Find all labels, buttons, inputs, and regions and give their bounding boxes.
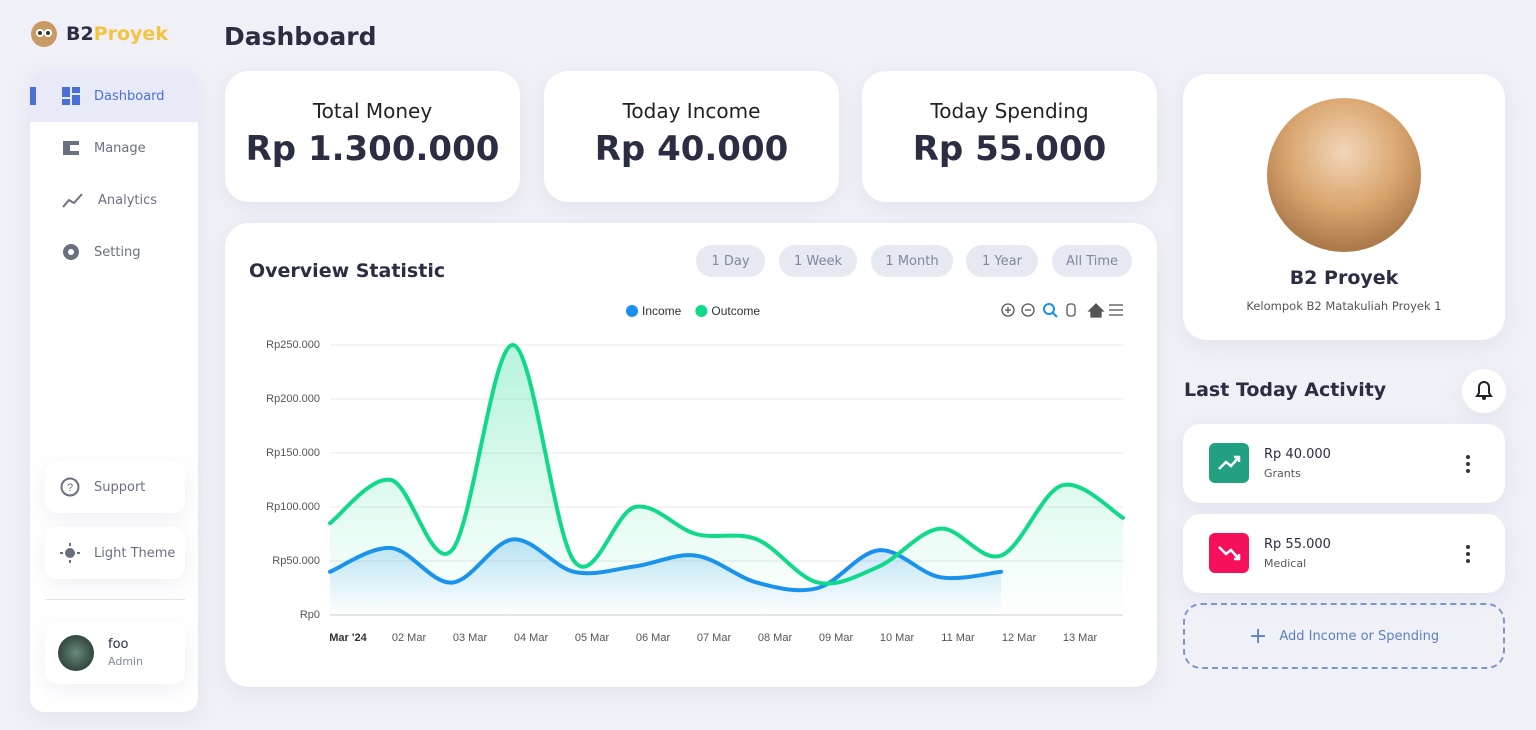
toolbar[interactable] xyxy=(1001,303,1123,318)
x-tick-label: 09 Mar xyxy=(819,632,854,644)
nav-label: Setting xyxy=(94,244,141,260)
range-button[interactable]: All Time xyxy=(1052,245,1132,277)
range-button[interactable]: 1 Day xyxy=(696,245,765,277)
x-tick-label: 06 Mar xyxy=(636,632,671,644)
stat-card: Total Money Rp 1.300.000 xyxy=(225,71,520,202)
x-tick-label: 07 Mar xyxy=(697,632,732,644)
activity-amount: Rp 40.000 xyxy=(1264,447,1331,462)
user-name: foo xyxy=(108,637,129,652)
sidebar xyxy=(30,70,198,712)
add-button[interactable]: + Add Income or Spending xyxy=(1183,603,1505,669)
nav-item[interactable]: Setting xyxy=(30,226,198,278)
theme-button[interactable]: Light Theme xyxy=(45,527,185,579)
add-label: Add Income or Spending xyxy=(1279,628,1440,644)
user-card[interactable]: foo Admin xyxy=(45,622,185,684)
theme-label: Light Theme xyxy=(94,545,176,561)
x-tick-label: 13 Mar xyxy=(1063,632,1098,644)
activity-item[interactable]: Rp 40.000 Grants xyxy=(1183,424,1505,503)
divider xyxy=(45,599,185,600)
support-label: Support xyxy=(94,479,146,495)
x-tick-label: 11 Mar xyxy=(941,632,975,644)
activity-category: Medical xyxy=(1264,557,1307,570)
stat-label: Today Spending xyxy=(930,99,1089,123)
line xyxy=(328,343,1125,586)
user-role: Admin xyxy=(108,655,144,668)
legend-marker xyxy=(695,305,708,317)
stat-label: Total Money xyxy=(312,99,433,123)
nav-item[interactable]: Manage xyxy=(30,122,198,174)
svg-text:?: ? xyxy=(67,482,73,494)
x-tick-label: Mar '24 xyxy=(329,632,367,644)
stat-value: Rp 55.000 xyxy=(912,129,1107,169)
nav-label: Analytics xyxy=(98,192,158,208)
brand-suffix: Proyek xyxy=(93,23,168,45)
x-tick-label: 08 Mar xyxy=(758,632,793,644)
nav-item[interactable]: Dashboard xyxy=(30,70,198,122)
x-tick-label: 02 Mar xyxy=(392,632,427,644)
stat-value: Rp 1.300.000 xyxy=(245,129,500,169)
legend-label: Outcome xyxy=(711,304,760,318)
page-title: Dashboard xyxy=(224,22,377,51)
stat-card: Today Income Rp 40.000 xyxy=(544,71,839,202)
legend-label: Income xyxy=(642,304,682,318)
stat-label: Today Income xyxy=(622,99,761,123)
range-button[interactable]: 1 Month xyxy=(871,245,953,277)
activity-amount: Rp 55.000 xyxy=(1264,537,1331,552)
range-button[interactable]: 1 Week xyxy=(779,245,857,277)
x-tick-label: 04 Mar xyxy=(514,632,549,644)
notification-button[interactable] xyxy=(1462,369,1506,413)
brand-prefix: B2 xyxy=(66,23,94,45)
y-tick-label: Rp50.000 xyxy=(272,555,320,567)
stat-value: Rp 40.000 xyxy=(594,129,789,169)
stat-card: Today Spending Rp 55.000 xyxy=(862,71,1157,202)
x-tick-label: 12 Mar xyxy=(1002,632,1037,644)
profile-subtitle: Kelompok B2 Matakuliah Proyek 1 xyxy=(1246,299,1442,313)
x-tick-label: 03 Mar xyxy=(453,632,488,644)
chart: Rp0 Rp50.000 Rp100.000 Rp150.000 Rp200.000 Rp… xyxy=(266,303,1125,644)
activity-category: Grants xyxy=(1264,467,1301,480)
range-button[interactable]: 1 Year xyxy=(966,245,1038,277)
profile-name: B2 Proyek xyxy=(1289,267,1399,289)
chart-title: Overview Statistic xyxy=(249,260,446,282)
x-tick-label: 10 Mar xyxy=(880,632,915,644)
brand: B2 Proyek xyxy=(30,20,168,48)
logo xyxy=(31,21,57,47)
nav-label: Dashboard xyxy=(94,88,165,104)
profile-card: B2 Proyek Kelompok B2 Matakuliah Proyek … xyxy=(1183,74,1505,340)
area xyxy=(330,344,1123,615)
legend-marker xyxy=(626,305,638,317)
y-tick-label: Rp200.000 xyxy=(266,393,320,405)
y-tick-label: Rp100.000 xyxy=(266,501,320,513)
activity-item[interactable]: Rp 55.000 Medical xyxy=(1183,514,1505,593)
y-tick-label: Rp0 xyxy=(300,609,320,621)
y-tick-label: Rp150.000 xyxy=(266,447,320,459)
x-tick-label: 05 Mar xyxy=(575,632,610,644)
nav-item[interactable]: Analytics xyxy=(30,174,198,226)
avatar xyxy=(1267,98,1421,252)
chart-card: Overview Statistic 1 Day 1 Week 1 Month … xyxy=(225,223,1157,687)
activity-title: Last Today Activity xyxy=(1184,379,1387,401)
y-tick-label: Rp250.000 xyxy=(266,339,320,351)
support-button[interactable]: ? Support xyxy=(45,461,185,513)
nav-label: Manage xyxy=(94,140,146,156)
